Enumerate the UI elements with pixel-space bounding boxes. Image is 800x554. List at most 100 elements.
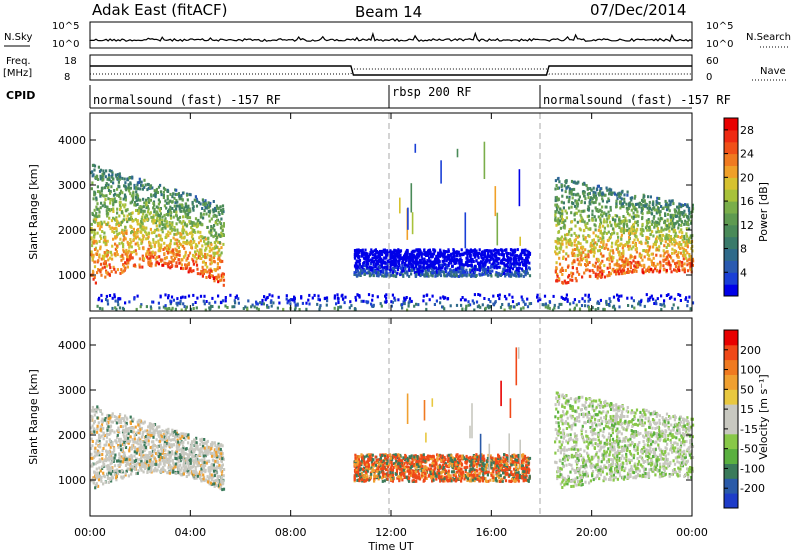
range-cell (403, 296, 406, 300)
range-cell (650, 294, 653, 298)
range-cell (95, 205, 98, 209)
range-cell (564, 219, 567, 223)
range-cell (410, 272, 413, 276)
range-cell (479, 266, 482, 270)
range-cell (583, 194, 586, 198)
range-cell (561, 242, 564, 246)
range-cell (317, 294, 320, 298)
range-cell (678, 211, 682, 215)
range-cell (449, 267, 452, 271)
range-cell (592, 201, 595, 205)
range-cell (528, 274, 532, 278)
range-cell (90, 250, 93, 254)
range-cell (137, 211, 140, 215)
range-cell (171, 207, 174, 210)
range-cell (683, 222, 686, 226)
range-cell (98, 255, 101, 259)
range-cell (636, 210, 639, 214)
range-cell (181, 267, 185, 271)
range-cell (591, 250, 595, 254)
range-cell (415, 253, 419, 257)
range-cell (675, 253, 679, 257)
range-cell (637, 260, 640, 264)
range-cell (169, 250, 172, 254)
range-cell (293, 308, 297, 312)
range-cell (150, 215, 153, 219)
range-cell (193, 255, 196, 259)
range-cell (193, 223, 196, 227)
range-cell (91, 256, 94, 260)
range-cell (654, 241, 657, 245)
range-cell (594, 191, 597, 195)
range-cell (410, 254, 413, 258)
range-cell (676, 205, 679, 209)
range-cell (508, 273, 511, 277)
range-cell (149, 255, 152, 259)
range-cell (569, 302, 572, 306)
range-cell (163, 241, 166, 245)
range-cell (119, 297, 122, 301)
range-cell (244, 305, 247, 309)
range-cell (662, 268, 665, 272)
range-cell (199, 239, 202, 243)
range-cell (194, 217, 198, 221)
range-cell (215, 277, 218, 281)
range-cell (575, 206, 578, 210)
range-cell (370, 273, 373, 277)
range-cell (465, 268, 468, 272)
range-cell (370, 266, 373, 270)
range-cell (587, 196, 590, 200)
range-cell (497, 274, 500, 278)
range-cell (612, 295, 616, 299)
range-cell (658, 269, 662, 273)
range-cell (648, 248, 651, 252)
range-cell (196, 244, 199, 248)
range-cell (104, 275, 107, 279)
range-cell (422, 265, 425, 269)
nave-label: Nave (760, 66, 786, 77)
range-cell (212, 235, 215, 239)
range-cell (690, 247, 693, 250)
range-cell (91, 163, 95, 167)
range-cell (187, 216, 190, 219)
range-cell (407, 207, 409, 230)
range-cell (652, 263, 655, 267)
range-cell (124, 301, 127, 305)
range-cell (388, 250, 391, 254)
range-cell (362, 251, 366, 255)
range-cell (122, 232, 125, 236)
range-cell (390, 273, 393, 277)
range-cell (217, 294, 220, 298)
range-cell (171, 200, 174, 204)
range-cell (180, 266, 183, 270)
range-cell (267, 305, 270, 309)
range-cell (123, 267, 127, 271)
range-cell (636, 214, 639, 218)
range-cell (483, 253, 486, 257)
range-cell (666, 225, 669, 229)
range-cell (194, 301, 197, 304)
range-cell (114, 306, 117, 310)
range-cell (593, 251, 596, 255)
range-cell (628, 238, 631, 242)
range-cell (121, 253, 124, 257)
range-cell (506, 265, 509, 269)
range-cell (262, 302, 265, 306)
range-cell (502, 261, 505, 265)
range-cell (487, 254, 490, 257)
range-cell (587, 227, 590, 231)
range-cell (121, 228, 124, 232)
range-cell (498, 252, 501, 256)
range-cell (514, 248, 517, 252)
range-cell (466, 271, 469, 275)
range-cell (138, 263, 141, 267)
range-cell (599, 222, 602, 226)
range-cell (627, 231, 631, 235)
range-cell (643, 255, 646, 259)
range-cell (404, 297, 407, 301)
range-cell (582, 209, 585, 213)
range-cell (447, 263, 450, 267)
range-cell (554, 269, 557, 273)
range-cell (210, 254, 213, 258)
range-cell (153, 210, 156, 214)
